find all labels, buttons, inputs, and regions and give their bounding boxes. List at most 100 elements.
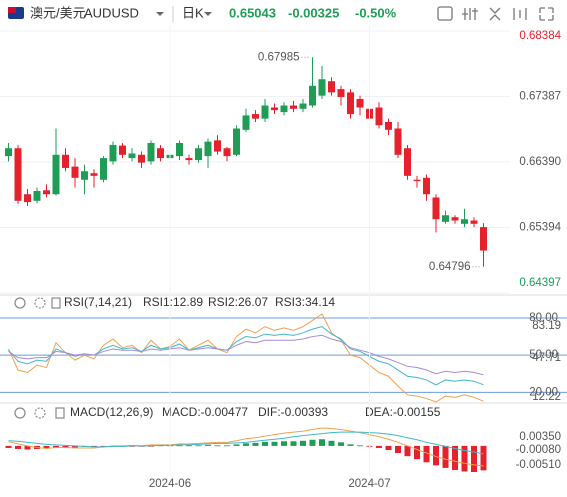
candle-body (375, 107, 383, 126)
macd-bar (243, 443, 249, 446)
candle-body (233, 128, 240, 155)
indicator-icon[interactable] (51, 297, 61, 309)
candle-body (185, 158, 193, 161)
legend-entry: DEA:-0.00155 (365, 405, 441, 419)
legend-entry: DIF:-0.00393 (258, 405, 328, 419)
x-tick-label: 2024-06 (149, 478, 191, 490)
macd-bar (385, 445, 392, 450)
candle-body (195, 148, 202, 161)
reference-label: 20.00 (529, 386, 558, 398)
settings-icon[interactable] (34, 297, 46, 309)
series-line (8, 326, 484, 386)
macd-bar (43, 445, 50, 449)
candle-body (404, 148, 411, 176)
candle-body (119, 145, 126, 155)
reference-label: 50.00 (529, 349, 558, 361)
candle-body (337, 89, 345, 97)
legend-entry: RSI3:34.14 (275, 295, 335, 309)
macd-bar (309, 439, 316, 446)
hide-icon[interactable] (14, 407, 26, 419)
candle-body (81, 171, 88, 180)
indicator-title: RSI(7,14,21) (64, 295, 132, 309)
price: 0.65043 (229, 5, 276, 20)
macd-bar (271, 441, 278, 446)
macd-bar (72, 445, 78, 448)
header: 澳元/美元 AUDUSD 日K 0.65043 -0.00325 -0.50% (8, 5, 554, 22)
candle-body (318, 79, 326, 96)
candle-body (356, 98, 364, 108)
indicator-title: MACD(12,26,9) (70, 405, 153, 419)
macd-bar (471, 445, 477, 472)
macd-bar (461, 445, 468, 472)
toolbar-icon[interactable] (437, 6, 453, 21)
macd-bar (262, 441, 268, 446)
y-tick-label: 83.19 (532, 320, 561, 332)
candle-body (24, 194, 31, 203)
macd-bar (480, 445, 487, 471)
macd-bar (338, 442, 344, 446)
toolbar-icon[interactable] (513, 8, 527, 20)
candle-body (394, 128, 402, 155)
annotation: 0.64796 (429, 261, 471, 273)
candle-body (204, 141, 212, 157)
macd-bar (233, 444, 240, 446)
candle-body (176, 142, 183, 157)
macd-bar (205, 444, 211, 446)
y-tick-label: 0.64397 (519, 277, 561, 289)
macd-bar (176, 445, 183, 447)
candle-body (451, 217, 459, 221)
y-tick-label: 0.66390 (519, 156, 561, 168)
indicator-icon[interactable] (55, 407, 65, 419)
candle-body (214, 140, 221, 152)
dropdown-arrow[interactable] (204, 12, 212, 16)
macd-bar (319, 439, 325, 446)
dropdown-arrow[interactable] (156, 12, 164, 16)
legend-entry: RSI1:12.89 (143, 295, 203, 309)
toolbar-icon[interactable] (489, 7, 501, 21)
series-line (8, 431, 484, 455)
macd-bar (100, 445, 107, 447)
macd-bar (300, 440, 306, 446)
macd-bar (24, 445, 31, 450)
macd-bar (395, 445, 401, 454)
candle-body (347, 92, 354, 115)
macd-bar (252, 442, 259, 446)
macd-bar (281, 441, 287, 446)
symbol-code[interactable]: AUDUSD (84, 5, 139, 20)
candle-body (385, 121, 392, 130)
macd-bar (442, 445, 449, 468)
settings-icon[interactable] (34, 407, 46, 419)
y-tick-label: -0.00510 (516, 459, 561, 471)
macd-bar (347, 444, 354, 446)
symbol-name[interactable]: 澳元/美元 (30, 5, 86, 20)
y-tick-label: 0.68384 (519, 30, 561, 42)
candle-body (157, 148, 164, 159)
reference-label: 80.00 (529, 312, 558, 324)
macd-bar (5, 445, 12, 448)
macd-bar (328, 440, 335, 446)
toolbar-icon[interactable] (539, 7, 554, 21)
hide-icon[interactable] (14, 297, 26, 309)
macd-bar (195, 445, 202, 447)
candle-body (271, 107, 278, 111)
period[interactable]: 日K (182, 5, 204, 20)
candle-body (71, 166, 79, 178)
candle-body (147, 142, 155, 162)
candle-body (290, 105, 297, 109)
candle-body (299, 103, 307, 109)
macd-bar (404, 445, 411, 457)
macd-bar (357, 445, 363, 447)
toolbar-icon[interactable] (462, 8, 478, 20)
y-tick-label: 12.22 (532, 391, 561, 403)
candle-body (223, 148, 231, 157)
candle-body (328, 81, 335, 93)
candle-body (52, 154, 60, 195)
candle-body (480, 227, 487, 251)
candle-body (33, 190, 41, 201)
macd-bar (91, 445, 97, 447)
series-line (8, 427, 484, 467)
candle-body (5, 148, 12, 157)
change: -0.00325 (288, 5, 339, 20)
macd-bar (452, 445, 458, 470)
